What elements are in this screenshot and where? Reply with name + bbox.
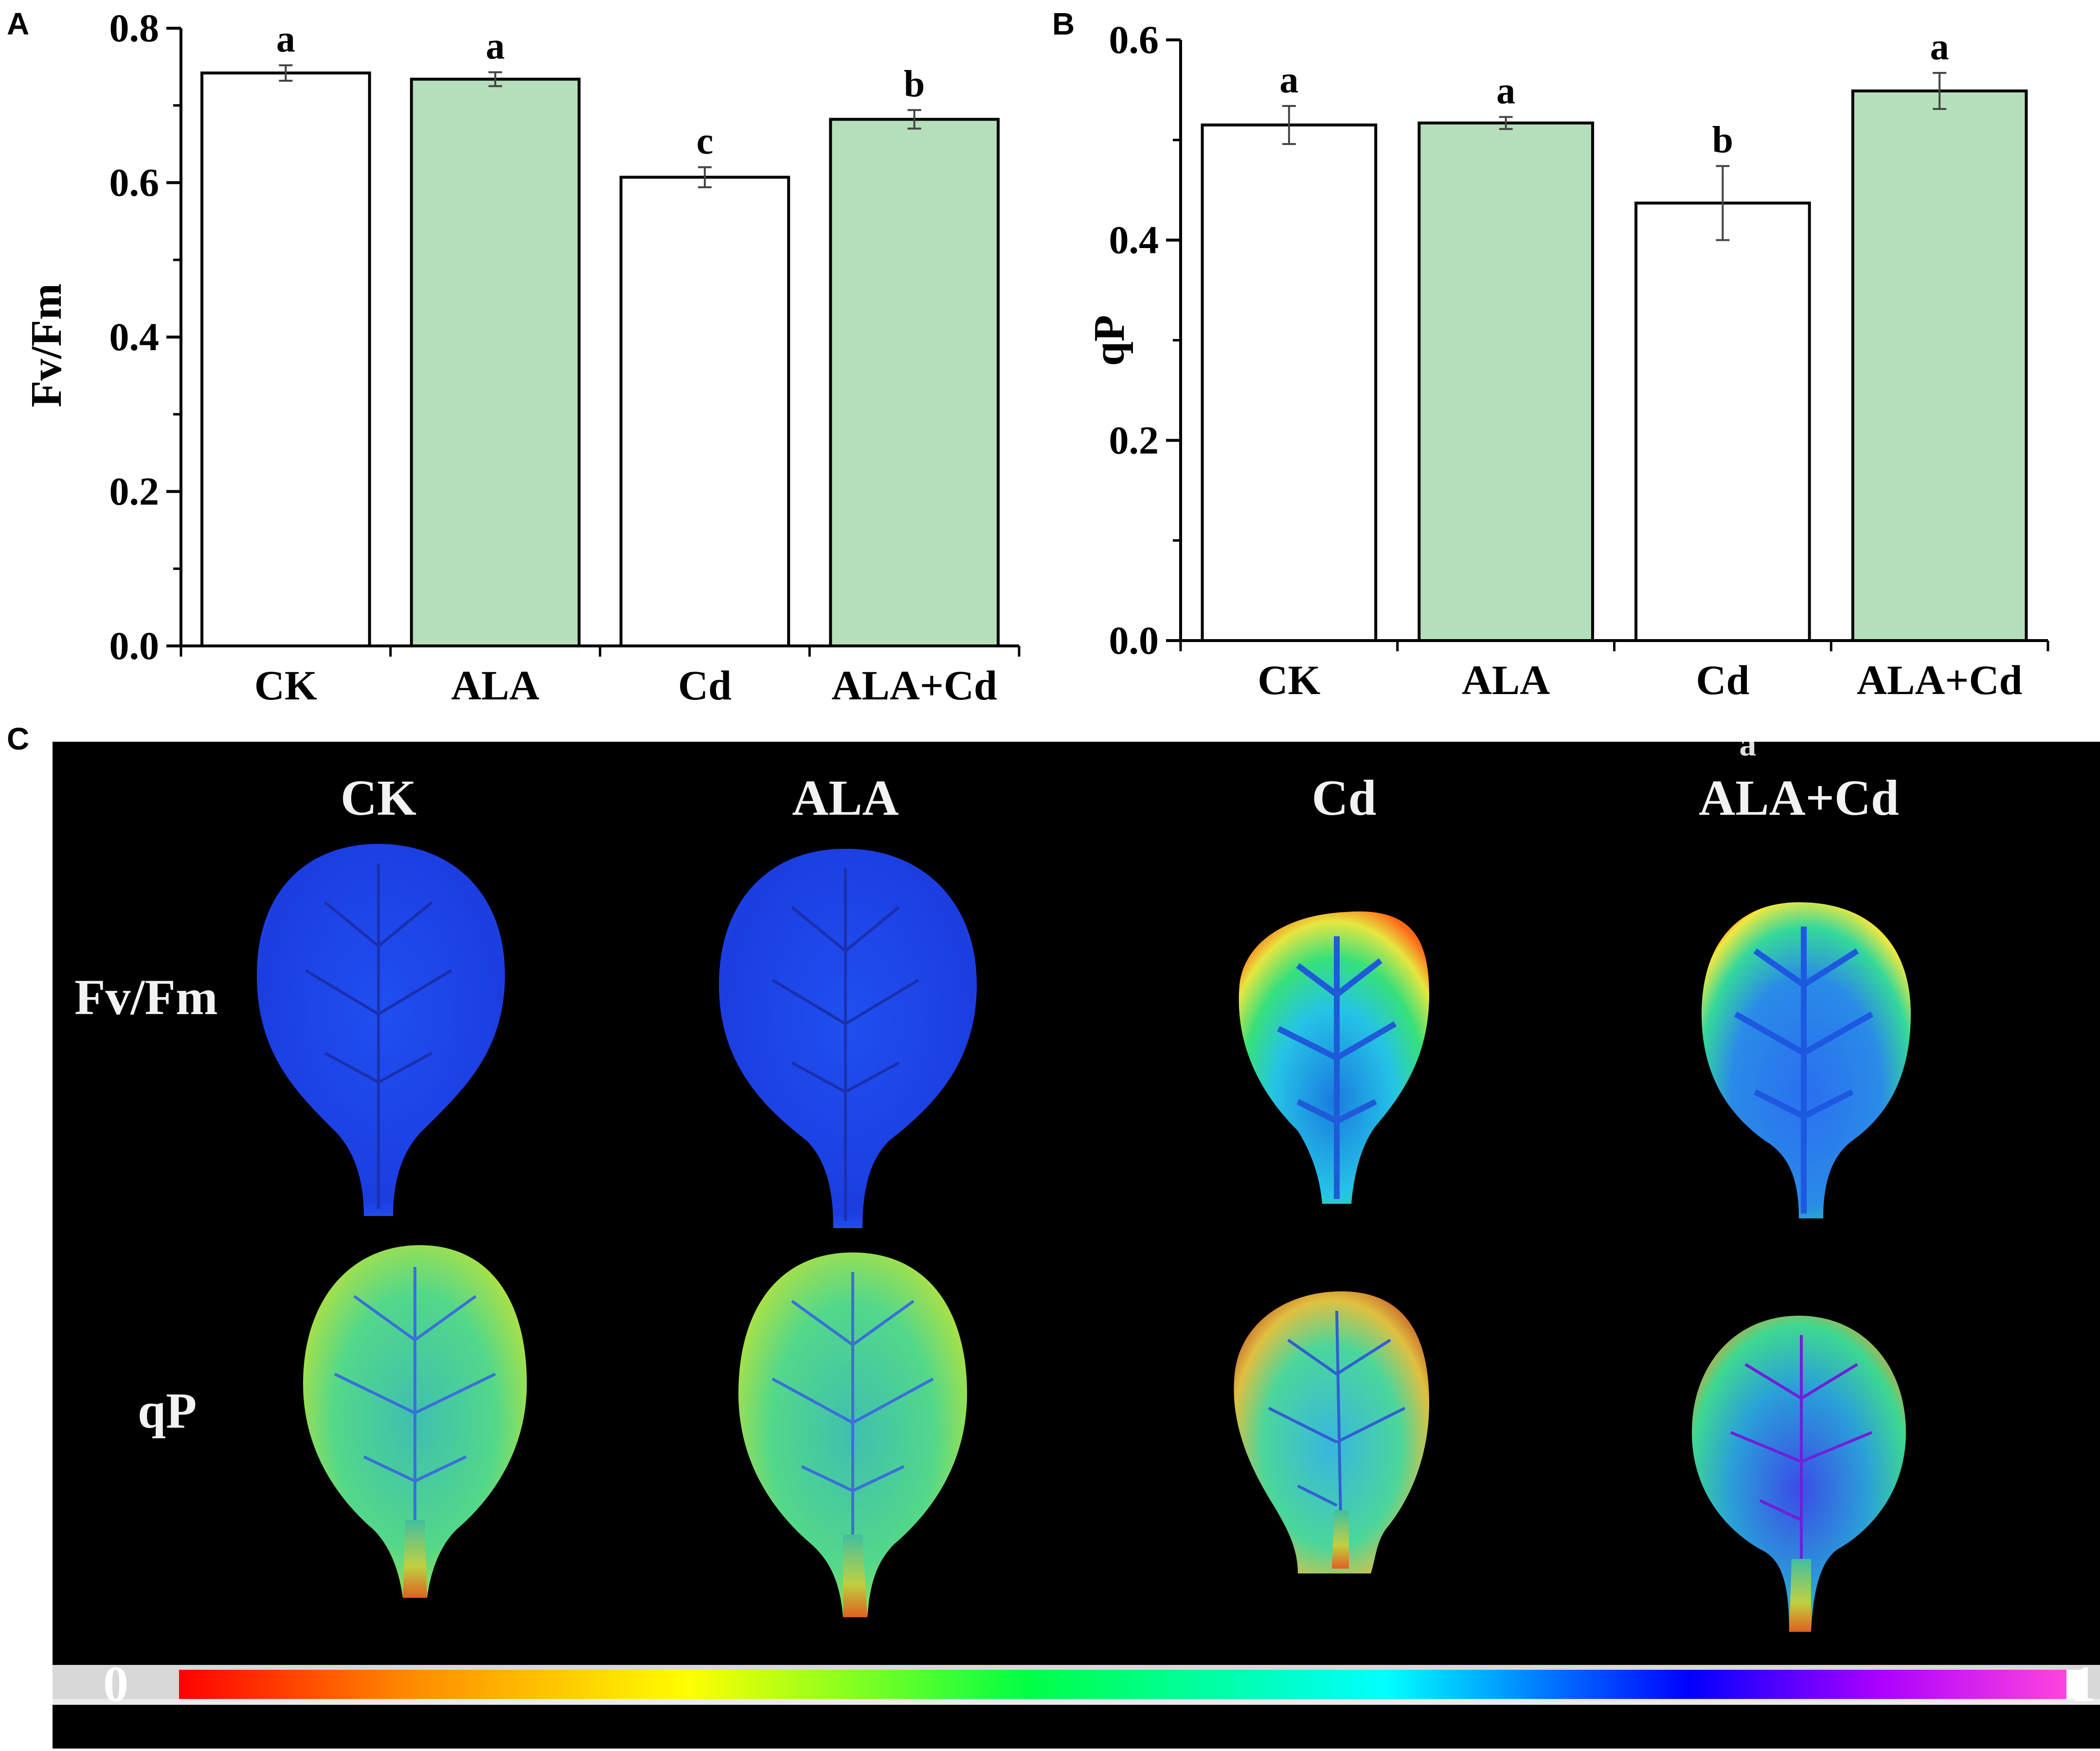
leaf-cd-qp [1234, 1291, 1429, 1573]
bar-ck [200, 71, 371, 648]
imaging-column-ala-cd: ALA+Cd [1699, 770, 1899, 826]
y-tick-label: 0.6 [109, 161, 160, 205]
y-tick-label: 0.8 [109, 6, 160, 50]
x-tick-label: CK [254, 662, 317, 709]
significance-letter: b [1712, 118, 1733, 161]
bar-ala [1418, 121, 1594, 642]
x-tick-label: ALA [451, 662, 539, 709]
bar-cd [1634, 201, 1811, 642]
y-tick-label: 0.6 [1109, 18, 1159, 62]
leaf-ck-fvfm [257, 844, 505, 1216]
significance-letter: c [697, 120, 714, 162]
imaging-column-cd: Cd [1312, 770, 1377, 826]
y-tick-label: 0.2 [109, 469, 160, 514]
panel-a-letter: A [7, 6, 30, 41]
leaf-ala-fvfm [719, 849, 977, 1228]
leaf-ala-cd-fvfm [1702, 902, 1911, 1218]
significance-letter: a [486, 24, 505, 67]
leaf-ala-cd-qp [1692, 1316, 1906, 1632]
y-tick-label: 0.0 [1109, 618, 1159, 662]
colour-scale-bar [53, 1665, 2100, 1705]
x-tick-label: ALA [1462, 657, 1550, 703]
x-tick-label: Cd [1696, 657, 1749, 703]
y-tick-label: 0.0 [109, 624, 160, 668]
y-axis-label: Fv/Fm [22, 284, 71, 408]
significance-letter: a [276, 18, 295, 60]
x-tick-label: ALA+Cd [1857, 657, 2023, 703]
imaging-row-qp: qP [138, 1383, 197, 1439]
imaging-column-ala: ALA [792, 770, 899, 826]
scale-min-label: 0 [103, 1656, 128, 1712]
significance-letter: a [1279, 58, 1298, 101]
imaging-row-fvfm: Fv/Fm [74, 969, 218, 1025]
x-tick-label: CK [1257, 657, 1320, 703]
panel-b-letter: B [1052, 6, 1075, 41]
qp-bar-chart: a CK a ALA b Cd a ALA+Cd 0.0 0.2 0.4 0.6 qP [1085, 18, 2049, 703]
bar-cd [619, 176, 790, 647]
y-tick-label: 0.2 [1109, 418, 1159, 462]
bar-ala-cd [1851, 89, 2028, 643]
bar-ala [410, 77, 581, 647]
leaf-ck-qp [303, 1245, 527, 1598]
x-tick-label: ALA+Cd [831, 662, 997, 709]
y-tick-label: 0.4 [109, 315, 160, 359]
fluorescence-imaging-figure: CK ALA Cd ALA+Cd a Fv/Fm qP [53, 726, 2100, 1712]
y-tick-label: 0.4 [1109, 218, 1159, 262]
fluorescence-imaging-photo: CK ALA Cd ALA+Cd a Fv/Fm qP [53, 726, 2100, 1749]
fvfm-bar-chart: a CK a ALA c Cd b ALA+Cd 0.0 0.2 0.4 0.6 0.8 Fv/Fm [22, 6, 1021, 709]
y-axis-label: qP [1085, 315, 1133, 366]
bar-ck [1201, 123, 1378, 642]
stray-mark: a [1740, 742, 1757, 763]
significance-letter: a [1496, 69, 1515, 111]
bar-ala-cd [829, 118, 1000, 648]
leaf-ala-qp [738, 1252, 967, 1617]
leaf-cd-fvfm [1238, 911, 1429, 1204]
significance-letter: a [1930, 25, 1949, 68]
imaging-column-ck: CK [341, 770, 416, 826]
significance-letter: b [904, 62, 925, 105]
x-tick-label: Cd [678, 662, 732, 709]
scale-max-label: 1 [2071, 1656, 2096, 1712]
panel-c-letter: C [7, 721, 30, 756]
